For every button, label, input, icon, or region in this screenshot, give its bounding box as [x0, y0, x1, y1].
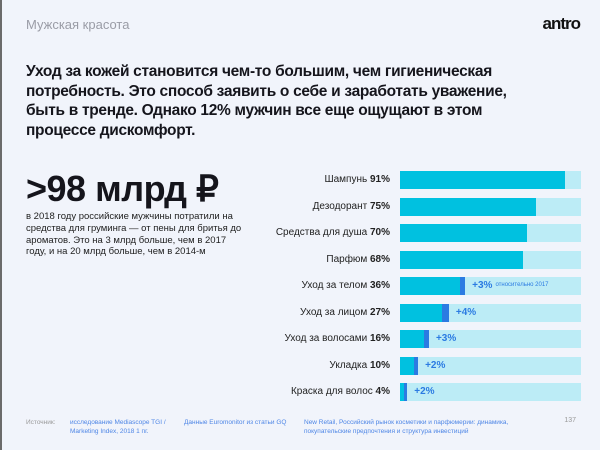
bar-increase [403, 383, 408, 401]
category-label: Уход за волосами 16% [284, 333, 390, 344]
category-name: Дезодорант [312, 200, 368, 212]
bar-increase [441, 303, 449, 322]
category-label: Парфюм 68% [326, 254, 390, 265]
bar-track: +4% [400, 303, 581, 322]
category-label: Краска для волос 4% [291, 386, 390, 397]
source-label: Источник: [26, 419, 56, 426]
value-label: 36% [369, 280, 390, 291]
bar-base [400, 277, 460, 295]
increase-label: +2% [425, 359, 446, 371]
category-label: Шампунь 91% [324, 174, 390, 185]
bar-base [400, 303, 442, 322]
category-name: Уход за телом [301, 280, 368, 291]
bar-track [400, 224, 581, 242]
page-number: 137 [564, 417, 576, 424]
bar-row: Краска для волос 4% +2% [2, 383, 600, 401]
category-name: Парфюм [326, 253, 368, 265]
bar-row: Укладка 10% +2% [2, 356, 600, 375]
bar-row: Уход за волосами 16% +3% [2, 330, 600, 348]
source-link-mediascope[interactable]: исследование Mediascope TGI / Marketing … [70, 419, 166, 435]
bar-base [400, 171, 565, 189]
section-title: Мужская красота [26, 17, 130, 32]
increase-label: +2% [414, 386, 435, 397]
bar-increase [423, 330, 429, 348]
bar-row: Шампунь 91% [2, 171, 600, 189]
headline: Уход за кожей становится чем-то большим,… [26, 63, 507, 139]
bar-row: Уход за телом 36% +3% относительно 2017 [2, 277, 600, 295]
bar-increase [414, 356, 419, 375]
bar-base [400, 197, 536, 216]
bar-track [400, 197, 581, 216]
source-link-newretail[interactable]: New Retail, Российский рынок косметики и… [304, 419, 509, 435]
bar-track: +3% относительно 2017 [400, 277, 581, 295]
bar-row: Уход за лицом 27% +4% [2, 303, 600, 322]
increase-note: относительно 2017 [495, 282, 549, 288]
antro-logo: antro [542, 14, 581, 33]
category-label: Дезодорант 75% [313, 201, 390, 212]
category-name: Краска для волос [290, 386, 373, 397]
category-label: Уход за телом 36% [301, 280, 390, 291]
bar-row: Дезодорант 75% [2, 197, 600, 216]
bar-row: Средства для душа 70% [2, 224, 600, 242]
category-label: Средства для душа 70% [276, 227, 390, 238]
value-label: 27% [369, 306, 390, 318]
value-label: 10% [369, 359, 390, 371]
bar-base [400, 330, 424, 348]
value-label: 16% [369, 333, 390, 344]
value-label: 4% [375, 386, 390, 397]
category-label: Уход за лицом 27% [300, 307, 390, 318]
increase-label: +4% [455, 306, 477, 318]
increase-label: +3% [435, 333, 457, 344]
bar-track: +2% [400, 383, 581, 401]
increase-label: +3% относительно 2017 [472, 280, 549, 291]
category-label: Укладка 10% [329, 360, 390, 371]
bar-base [400, 383, 404, 401]
bar-base [400, 224, 527, 242]
category-name: Средства для душа [275, 227, 368, 238]
bar-row: Парфюм 68% [2, 250, 600, 269]
category-name: Укладка [329, 359, 368, 371]
bar-track: +2% [400, 356, 581, 375]
value-label: 68% [369, 253, 390, 265]
category-name: Уход за волосами [284, 333, 368, 344]
bar-track [400, 250, 581, 269]
category-name: Шампунь [324, 174, 368, 185]
bar-track [400, 171, 581, 189]
bar-track: +3% [400, 330, 581, 348]
category-name: Уход за лицом [300, 306, 368, 318]
value-label: 75% [369, 200, 390, 212]
value-label: 70% [369, 227, 390, 238]
stat-description: в 2018 году российские мужчины потратили… [26, 211, 242, 258]
bar-base [400, 250, 524, 269]
stat-value: >98 млрд ₽ [26, 168, 219, 209]
value-label: 91% [369, 174, 390, 185]
source-link-euromonitor[interactable]: Данные Euromonitor из статьи GQ [184, 419, 287, 426]
bar-base [400, 356, 415, 375]
bar-increase [459, 277, 466, 295]
